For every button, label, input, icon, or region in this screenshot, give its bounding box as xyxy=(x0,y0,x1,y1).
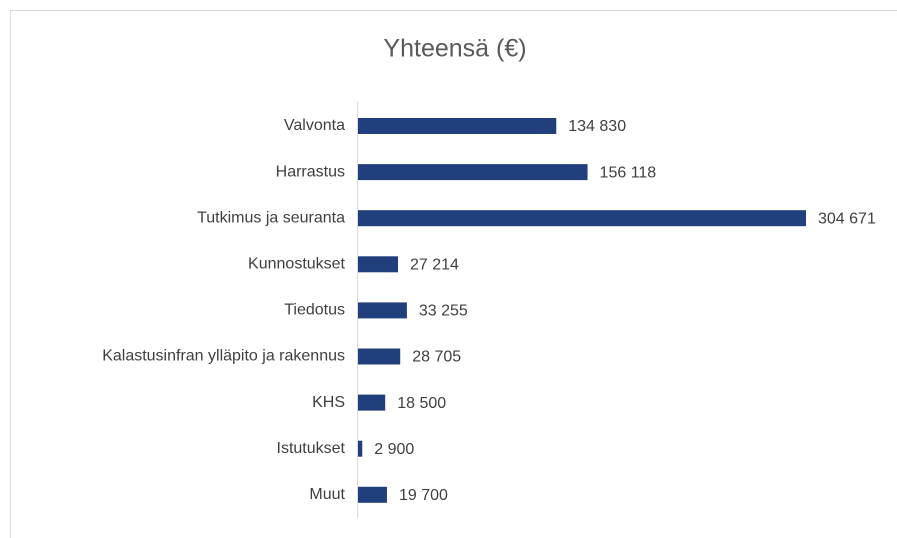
value-label: 134 830 xyxy=(568,118,626,135)
value-label: 18 500 xyxy=(397,395,446,412)
bar xyxy=(358,118,557,134)
value-label: 156 118 xyxy=(600,164,657,181)
category-label: KHS xyxy=(312,394,345,411)
value-label: 19 700 xyxy=(399,487,448,504)
value-label: 304 671 xyxy=(818,210,876,227)
category-label: Tutkimus ja seuranta xyxy=(197,209,345,226)
bar xyxy=(358,440,363,457)
category-label: Kunnostukset xyxy=(248,256,346,273)
chart-title: Yhteensä (€) xyxy=(383,35,526,63)
bar xyxy=(358,164,588,181)
category-label: Valvonta xyxy=(284,117,345,134)
value-label: 27 214 xyxy=(410,257,459,274)
chart-frame xyxy=(10,10,897,538)
bar xyxy=(358,348,401,365)
value-label: 2 900 xyxy=(374,441,414,458)
category-label: Muut xyxy=(309,486,345,503)
bar xyxy=(358,256,399,273)
category-label: Kalastusinfran ylläpito ja rakennus xyxy=(102,348,345,365)
category-label: Istutukset xyxy=(277,440,346,457)
category-label: Harrastus xyxy=(276,163,345,180)
value-label: 28 705 xyxy=(412,349,461,366)
bar xyxy=(358,486,387,503)
value-label: 33 255 xyxy=(419,303,468,320)
bar xyxy=(358,394,386,411)
category-label: Tiedotus xyxy=(284,302,345,319)
bar xyxy=(358,302,407,319)
bar xyxy=(358,210,806,227)
